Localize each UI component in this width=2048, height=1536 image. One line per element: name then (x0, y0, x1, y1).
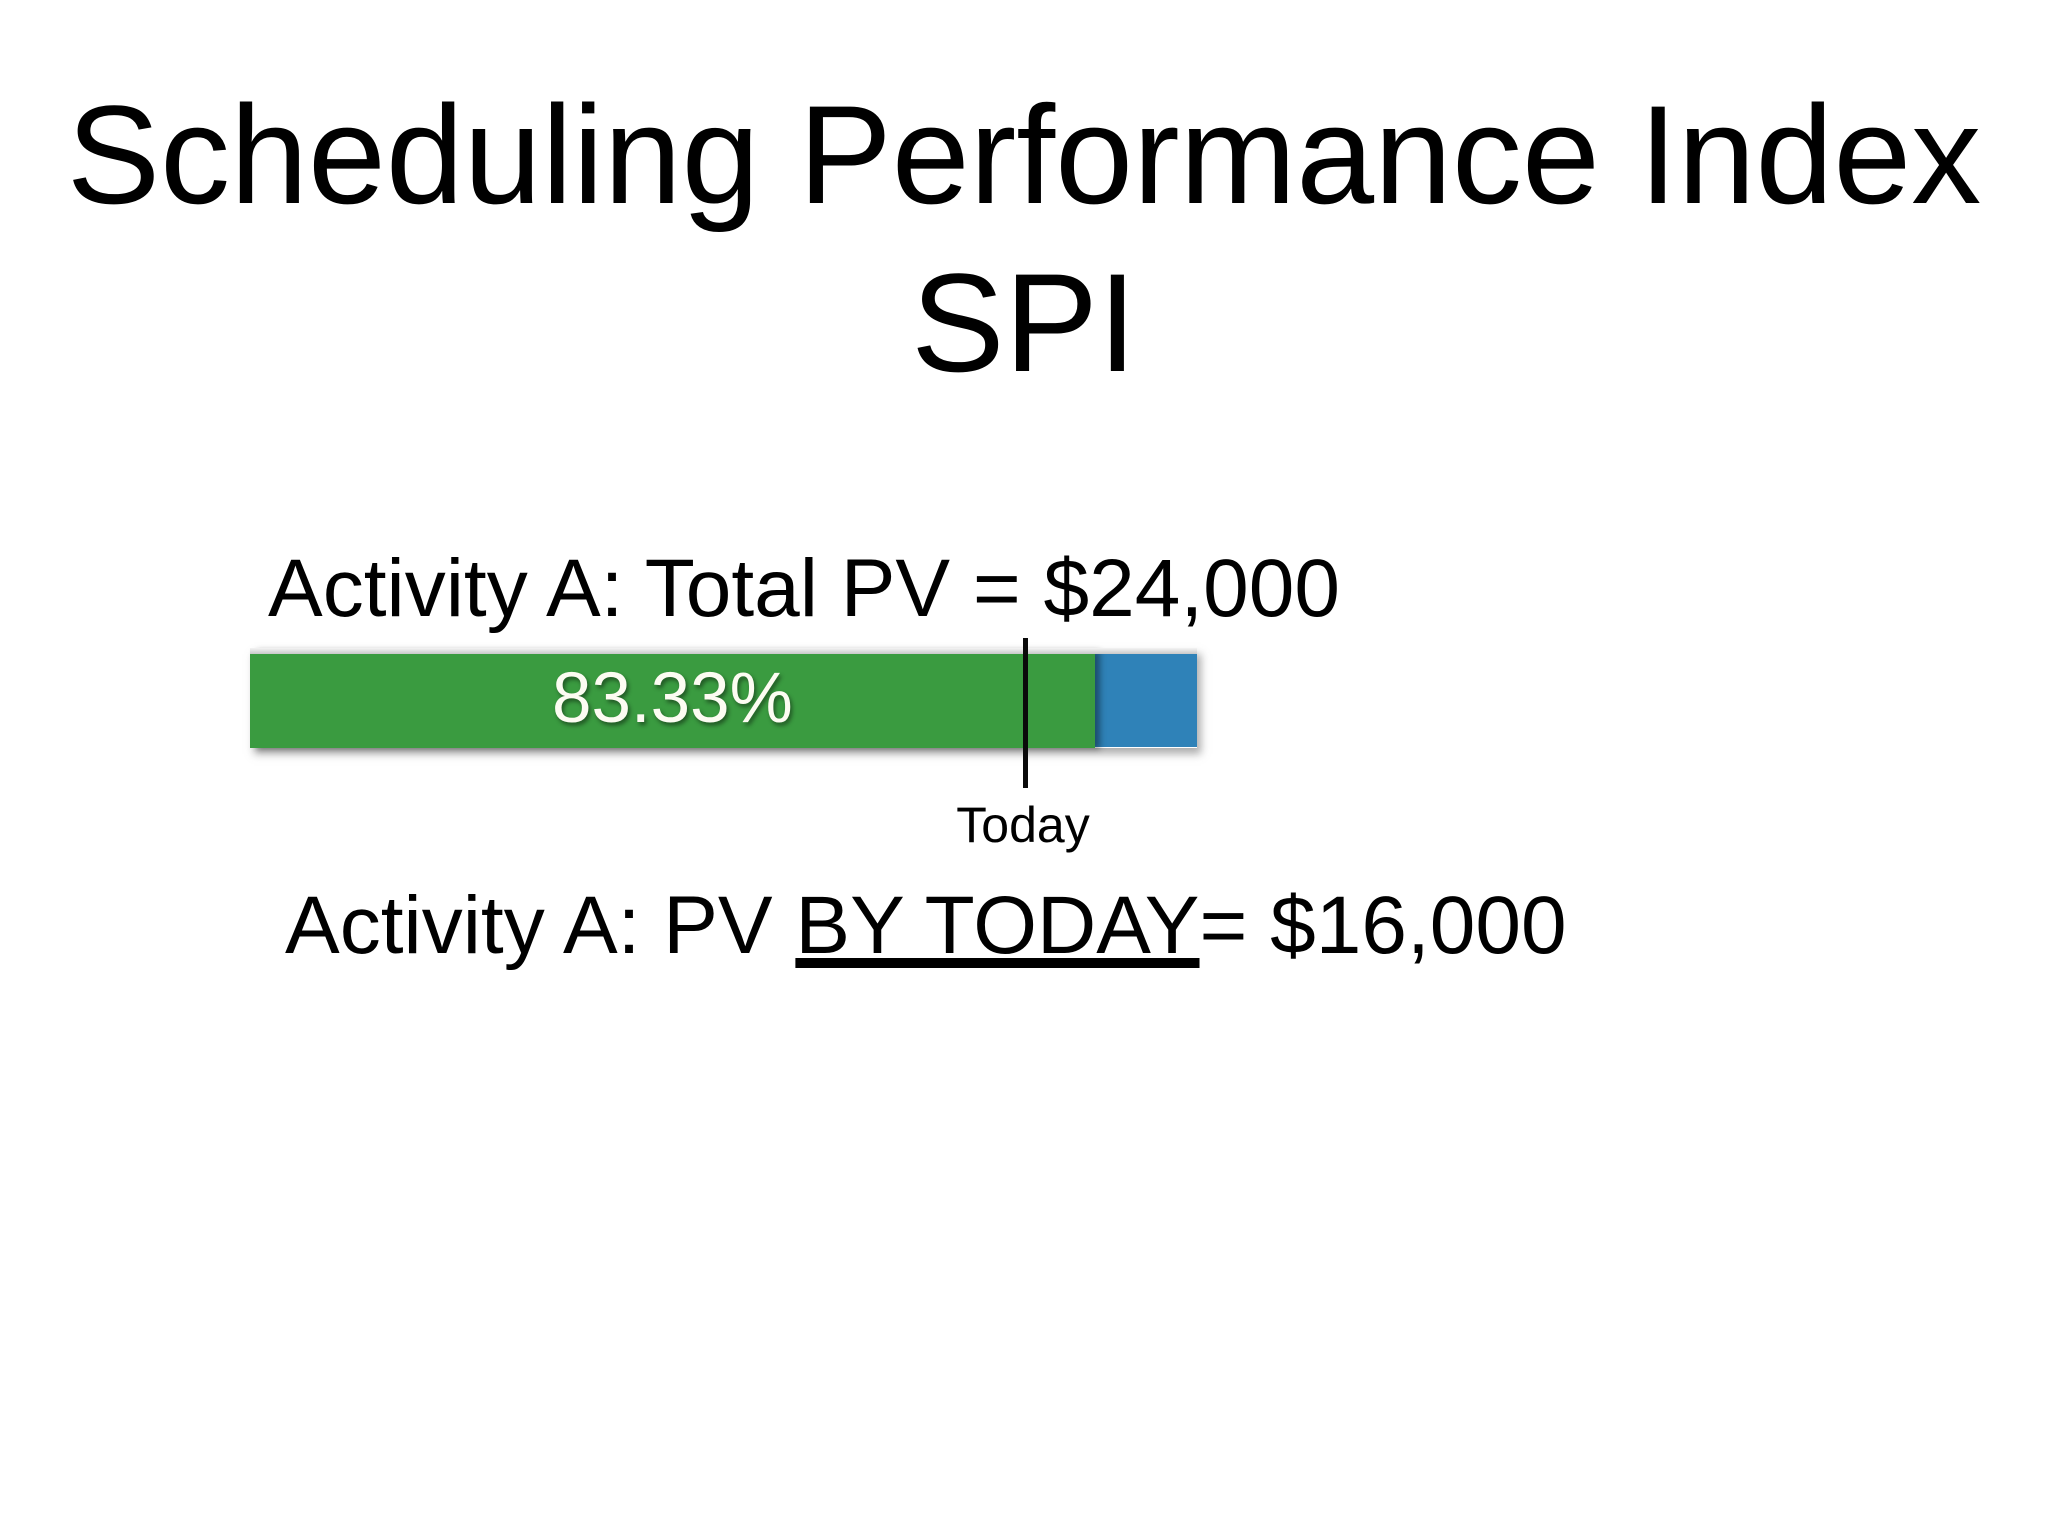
today-marker-line (1023, 638, 1028, 788)
progress-bar-remaining-segment (1094, 654, 1197, 747)
pv-by-today-label: Activity A: PV BY TODAY= $16,000 (285, 878, 1567, 975)
progress-bar: 83.33% (250, 648, 1197, 748)
pv-by-today-underlined: BY TODAY (795, 880, 1200, 971)
total-pv-label: Activity A: Total PV = $24,000 (268, 543, 1340, 634)
progress-percent-label: 83.33% (551, 658, 793, 738)
progress-bar-earned-segment (250, 648, 1095, 748)
today-label: Today (956, 797, 1090, 853)
pv-by-today-prefix: Activity A: PV (285, 880, 796, 971)
progress-bar-bevel (250, 648, 1197, 654)
slide-title-line2: SPI (911, 244, 1137, 401)
slide-title-line1: Scheduling Performance Index (66, 76, 1982, 233)
slide-title: Scheduling Performance Index SPI (0, 71, 2048, 407)
pv-by-today-suffix: = $16,000 (1199, 880, 1567, 971)
